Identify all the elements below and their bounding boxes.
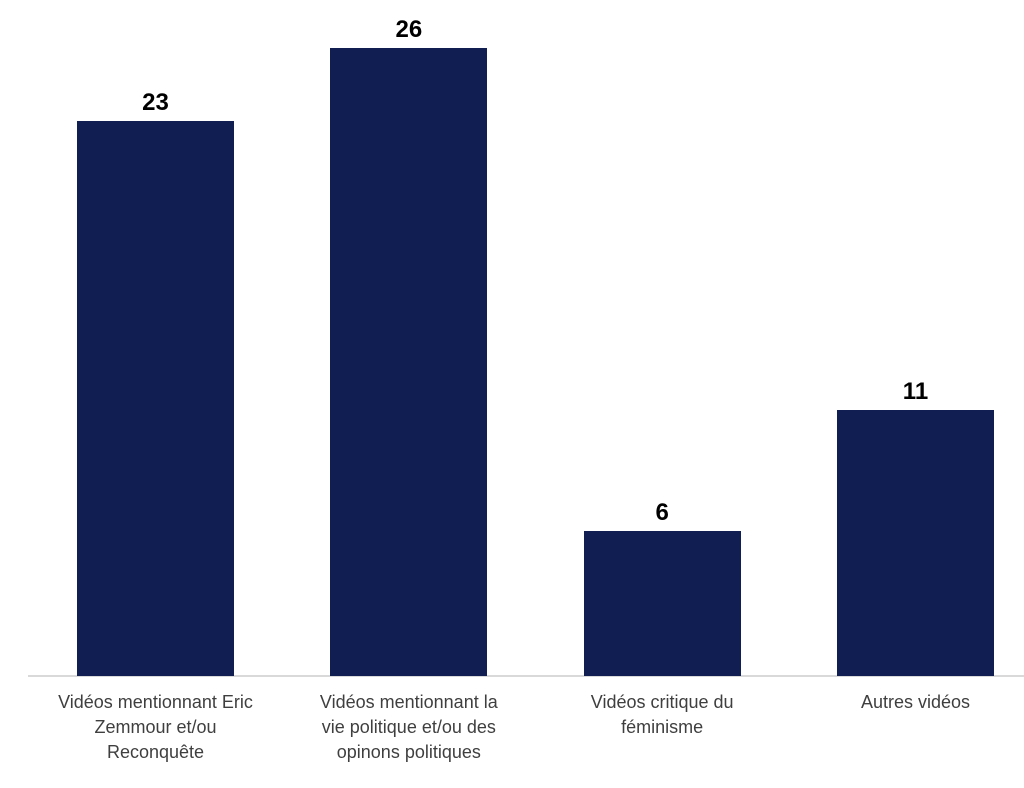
bar	[836, 410, 994, 676]
bar	[583, 531, 741, 676]
bar-value-label: 23	[142, 89, 169, 116]
category-label: Vidéos mentionnant la vie politique et/o…	[319, 692, 498, 762]
bar-value-label: 26	[395, 16, 423, 43]
bar	[77, 121, 234, 676]
bar-value-label: 11	[902, 378, 929, 405]
bar	[330, 48, 488, 676]
x-axis-line	[28, 675, 1024, 677]
bar-value-label: 6	[655, 499, 669, 526]
category-label: Vidéos critique du féminisme	[590, 692, 734, 737]
category-label: Autres vidéos	[860, 692, 971, 712]
category-label: Vidéos mentionnant Eric Zemmour et/ou Re…	[58, 692, 253, 762]
